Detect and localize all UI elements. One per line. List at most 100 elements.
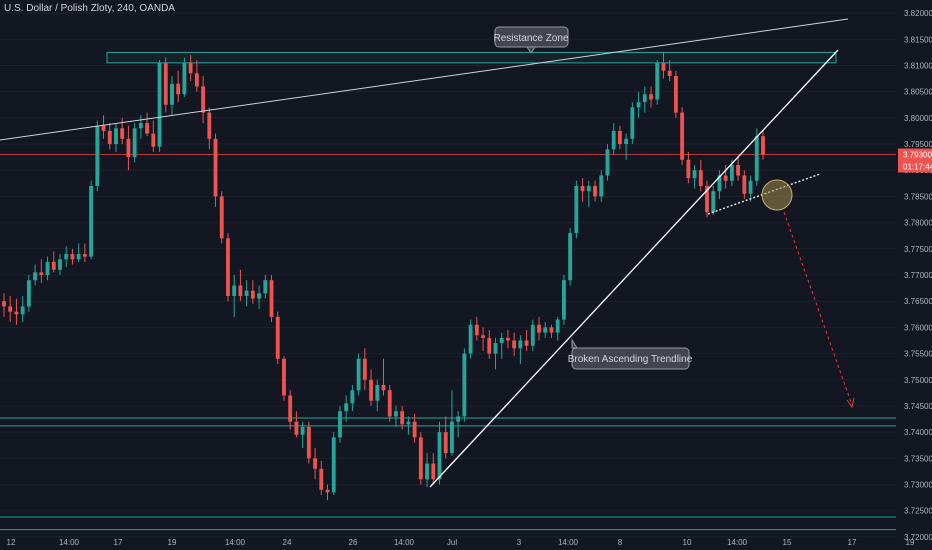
- candle-body: [649, 94, 653, 100]
- candle: [282, 356, 286, 401]
- candle-body: [375, 385, 380, 401]
- candle-body: [530, 324, 535, 346]
- y-tick-label: 3.76000: [904, 323, 932, 332]
- candle: [306, 421, 311, 464]
- candle: [742, 170, 747, 200]
- candle: [356, 353, 361, 396]
- candle: [275, 311, 280, 365]
- candle: [505, 330, 510, 349]
- candle-body: [362, 358, 367, 380]
- x-tick-label: 14:00: [727, 538, 748, 547]
- y-tick-label: 3.81500: [904, 35, 932, 44]
- y-tick-label: 3.77500: [904, 245, 932, 254]
- candle-body: [120, 128, 125, 139]
- candle-body: [250, 290, 255, 299]
- y-tick-label: 3.79500: [904, 140, 932, 149]
- candle: [319, 460, 324, 495]
- candle: [748, 175, 753, 202]
- candle: [456, 411, 461, 438]
- candle: [698, 159, 703, 192]
- candle-body: [163, 62, 168, 105]
- x-tick-label: 19: [906, 538, 915, 547]
- candle: [617, 125, 622, 150]
- candle: [375, 379, 380, 412]
- candle-body: [151, 133, 156, 147]
- candle-body: [350, 390, 355, 404]
- candle: [39, 259, 44, 283]
- candle: [450, 390, 454, 456]
- candle: [138, 115, 143, 139]
- candle-body: [182, 62, 187, 95]
- y-tick-label: 3.82000: [904, 9, 932, 18]
- resistance-callout-pointer: [526, 46, 536, 54]
- candle: [58, 254, 62, 275]
- candle-body: [387, 390, 392, 417]
- candle: [661, 52, 666, 79]
- x-tick-label: Jul: [447, 538, 457, 547]
- candle-body: [580, 185, 585, 192]
- candle-body: [431, 463, 436, 480]
- candle-body: [20, 306, 25, 315]
- candle: [151, 120, 156, 152]
- candle-body: [474, 324, 479, 336]
- y-tick-label: 3.72000: [904, 533, 932, 542]
- candle: [642, 86, 647, 113]
- candle: [101, 115, 106, 139]
- x-tick-label: 19: [168, 538, 177, 547]
- candle: [207, 107, 212, 150]
- candle-body: [450, 421, 454, 454]
- candle: [331, 432, 336, 495]
- x-tick-label: 24: [283, 538, 292, 547]
- broken-trendline-label: Broken Ascending Trendline: [568, 354, 693, 365]
- candle-body: [499, 337, 504, 344]
- y-tick-label: 3.73000: [904, 481, 932, 490]
- candle: [543, 322, 548, 338]
- y-tick-label: 3.75000: [904, 376, 932, 385]
- candle: [182, 57, 187, 97]
- candle: [226, 233, 230, 302]
- candle: [667, 60, 672, 82]
- candle-body: [748, 180, 753, 194]
- candle-body: [126, 138, 131, 158]
- candle-body: [505, 337, 510, 341]
- candle-body: [617, 130, 622, 145]
- y-tick-label: 3.72500: [904, 507, 932, 516]
- candle-body: [723, 175, 728, 181]
- candle-body: [729, 165, 734, 181]
- candle: [51, 251, 56, 273]
- candle-body: [605, 149, 610, 176]
- y-tick-label: 3.80000: [904, 114, 932, 123]
- candle: [493, 337, 498, 370]
- countdown-badge: [898, 160, 932, 173]
- candle-body: [586, 185, 591, 192]
- candle: [736, 157, 741, 181]
- candle-body: [611, 130, 616, 150]
- candle-body: [680, 112, 685, 160]
- chart-title: U.S. Dollar / Polish Zloty, 240, OANDA: [4, 3, 175, 14]
- candle: [673, 70, 678, 118]
- candle-body: [238, 285, 243, 296]
- candle: [170, 75, 174, 116]
- candle-body: [406, 421, 411, 425]
- candle: [568, 227, 573, 286]
- candle: [294, 411, 299, 438]
- candle-body: [754, 136, 759, 181]
- candle-body: [555, 319, 560, 333]
- candle-body: [462, 353, 467, 417]
- candle: [213, 133, 218, 207]
- y-tick-label: 3.77000: [904, 271, 932, 280]
- candle: [437, 421, 442, 485]
- candle-body: [481, 335, 485, 338]
- candle-body: [356, 358, 361, 391]
- candle-body: [82, 254, 87, 257]
- candle: [680, 107, 685, 165]
- candle: [530, 319, 535, 351]
- candle: [400, 405, 405, 430]
- candle: [381, 358, 386, 396]
- candle-body: [717, 175, 722, 192]
- candle-body: [381, 385, 386, 391]
- candle-body: [636, 102, 641, 108]
- y-tick-label: 3.80500: [904, 88, 932, 97]
- candle-body: [325, 489, 330, 493]
